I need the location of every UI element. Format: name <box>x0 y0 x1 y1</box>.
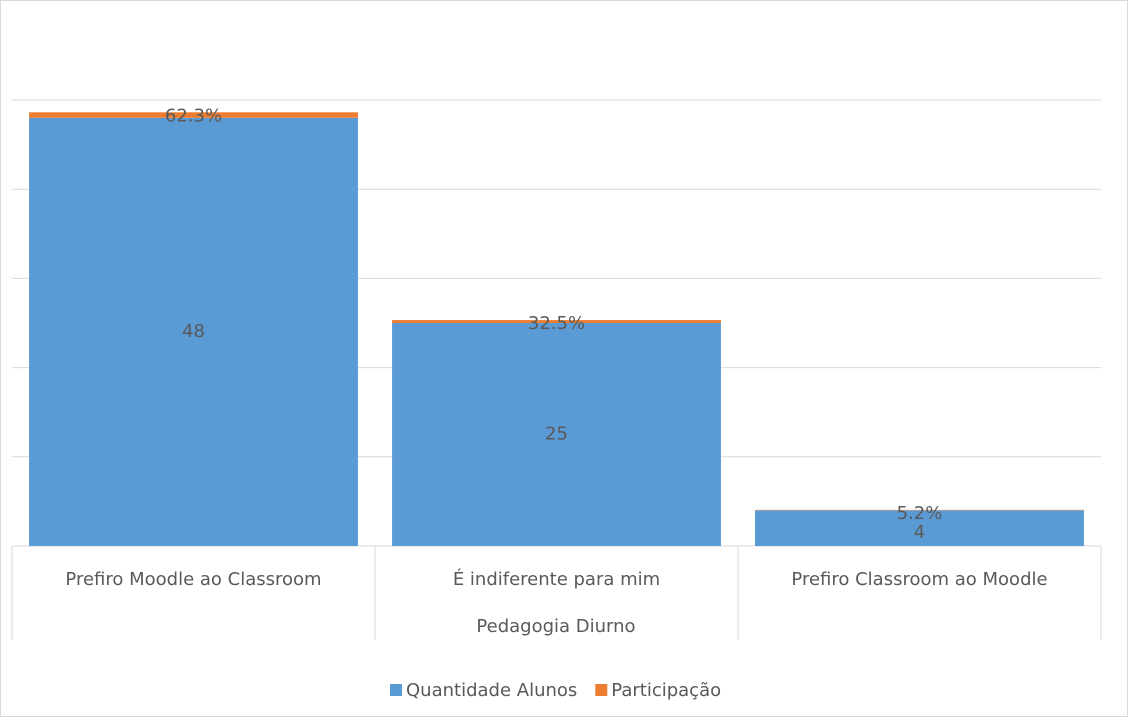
legend-swatch <box>390 684 402 696</box>
data-label: 5.2% <box>897 503 943 524</box>
data-label: 25 <box>545 424 568 445</box>
legend-label: Quantidade Alunos <box>406 680 577 701</box>
data-label: 4 <box>914 522 925 543</box>
x-tick-label: Prefiro Classroom ao Moodle <box>791 569 1047 590</box>
legend-swatch <box>595 684 607 696</box>
x-tick-label: Prefiro Moodle ao Classroom <box>65 569 321 590</box>
x-axis-label: Pedagogia Diurno <box>476 616 635 637</box>
data-label: 48 <box>182 321 205 342</box>
data-label: 62.3% <box>165 105 222 126</box>
x-tick-label: É indiferente para mim <box>453 568 660 590</box>
data-label: 32.5% <box>528 313 585 334</box>
legend-label: Participação <box>611 680 721 701</box>
